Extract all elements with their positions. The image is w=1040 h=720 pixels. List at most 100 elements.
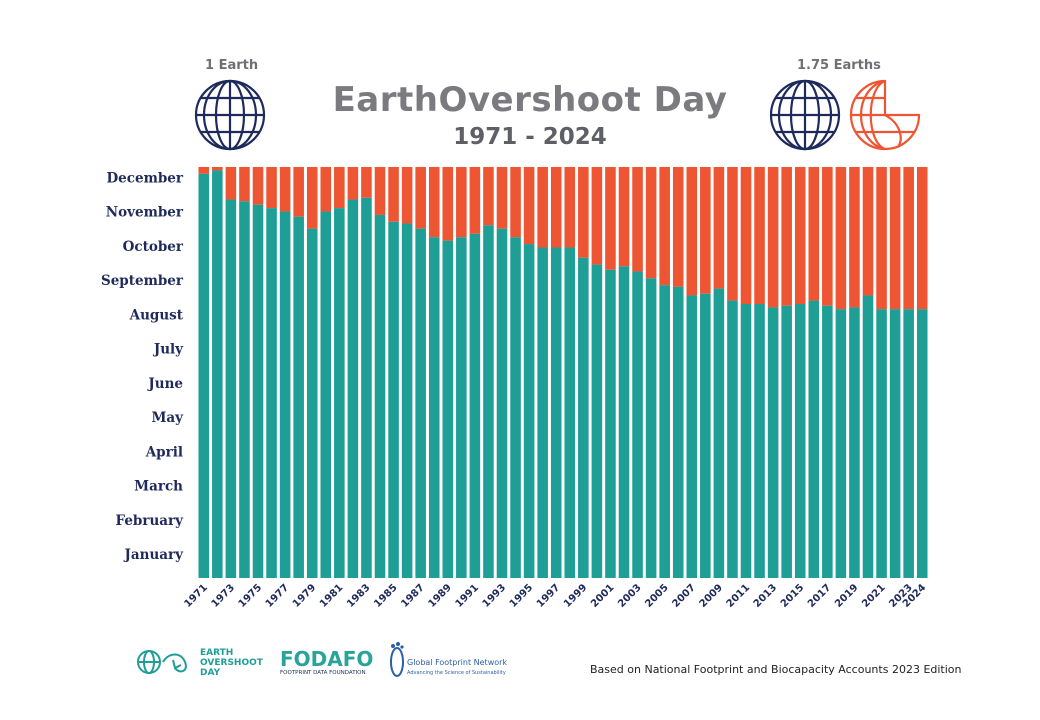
footprint-logo <box>390 642 404 677</box>
x-tick-1979: 1979 <box>291 582 318 609</box>
overshoot-bar-2016 <box>808 167 820 301</box>
y-tick-february: February <box>115 513 184 529</box>
budget-bar-1993 <box>496 228 508 578</box>
overshoot-bar-2018 <box>835 167 847 310</box>
y-tick-july: July <box>153 342 184 358</box>
y-tick-january: January <box>124 547 185 563</box>
overshoot-bar-1978 <box>293 167 304 217</box>
x-tick-1995: 1995 <box>508 582 535 609</box>
chart-title: EarthOvershoot Day <box>332 80 728 120</box>
budget-bar-1994 <box>510 237 521 578</box>
overshoot-bar-1981 <box>334 167 345 209</box>
overshoot-bar-2011 <box>740 167 752 304</box>
overshoot-bar-2005 <box>659 167 670 286</box>
budget-bar-2016 <box>808 300 820 578</box>
budget-bar-1974 <box>239 201 250 578</box>
overshoot-bar-2008 <box>700 167 711 294</box>
budget-bar-2011 <box>740 304 752 578</box>
y-tick-june: June <box>147 376 183 392</box>
x-tick-2021: 2021 <box>860 582 887 609</box>
budget-bar-1980 <box>320 211 332 578</box>
x-tick-2005: 2005 <box>643 582 670 609</box>
budget-bar-1983 <box>361 197 372 578</box>
x-tick-2013: 2013 <box>752 582 779 609</box>
budget-bar-1973 <box>225 199 237 578</box>
x-tick-2015: 2015 <box>779 582 806 609</box>
budget-bar-1977 <box>279 211 291 578</box>
x-tick-1993: 1993 <box>481 582 508 609</box>
overshoot-bar-1977 <box>279 167 291 212</box>
budget-bar-2013 <box>767 307 779 578</box>
overshoot-bar-2002 <box>618 167 630 267</box>
chart-subtitle: 1971 - 2024 <box>453 124 607 150</box>
overshoot-bar-2000 <box>591 167 603 265</box>
overshoot-bar-1982 <box>347 167 359 200</box>
budget-bar-1990 <box>456 237 467 578</box>
overshoot-bar-2013 <box>767 167 779 308</box>
y-tick-august: August <box>129 307 184 323</box>
overshoot-bar-2017 <box>822 167 833 306</box>
overshoot-bar-1986 <box>401 167 413 224</box>
overshoot-bar-1992 <box>483 167 494 226</box>
budget-bar-2020 <box>862 295 874 578</box>
budget-bar-1987 <box>415 228 426 578</box>
overshoot-bar-1997 <box>550 167 562 248</box>
overshoot-bar-2012 <box>754 167 765 304</box>
overshoot-bar-1973 <box>225 167 237 200</box>
budget-bar-1979 <box>306 228 318 578</box>
fodafo-tagline: FOOTPRINT DATA FOUNDATION <box>280 670 366 676</box>
budget-bar-2006 <box>672 286 684 578</box>
budget-bar-2021 <box>876 309 887 578</box>
overshoot-bar-1976 <box>266 167 277 209</box>
y-tick-september: September <box>101 273 184 289</box>
x-tick-1975: 1975 <box>237 582 264 609</box>
budget-bar-1978 <box>293 216 304 578</box>
overshoot-bar-1985 <box>388 167 399 222</box>
budget-bar-1996 <box>537 247 548 579</box>
overshoot-bar-1974 <box>239 167 250 202</box>
overshoot-bar-2023 <box>903 167 914 310</box>
budget-bar-1997 <box>550 247 562 579</box>
budget-bar-1972 <box>212 170 223 579</box>
earths-label: 1.75 Earths <box>797 58 881 73</box>
budget-bar-2019 <box>849 307 860 578</box>
overshoot-bar-2010 <box>727 167 738 301</box>
budget-bar-1976 <box>266 208 277 578</box>
overshoot-bar-1975 <box>252 167 264 205</box>
x-tick-2019: 2019 <box>833 582 860 609</box>
x-tick-1999: 1999 <box>562 582 589 609</box>
budget-bar-1981 <box>334 208 345 578</box>
budget-bar-1989 <box>442 240 454 578</box>
y-tick-march: March <box>134 479 183 495</box>
overshoot-bar-1998 <box>564 167 576 248</box>
overshoot-bar-1984 <box>374 167 386 215</box>
overshoot-bar-2021 <box>876 167 887 310</box>
overshoot-bar-1979 <box>306 167 318 229</box>
x-tick-1985: 1985 <box>372 582 399 609</box>
budget-bar-1971 <box>198 173 210 578</box>
budget-bar-2009 <box>713 288 725 578</box>
budget-bar-1999 <box>578 257 589 578</box>
budget-bar-1988 <box>428 237 440 578</box>
overshoot-bar-1988 <box>428 167 440 238</box>
overshoot-bar-2020 <box>862 167 874 296</box>
overshoot-bar-1983 <box>361 167 372 198</box>
y-tick-november: November <box>106 205 184 221</box>
budget-bar-2015 <box>794 304 806 578</box>
budget-bar-1975 <box>252 204 264 579</box>
source-note: Based on National Footprint and Biocapac… <box>590 663 962 676</box>
y-tick-october: October <box>123 239 184 255</box>
budget-bar-2010 <box>727 300 738 578</box>
x-tick-1989: 1989 <box>426 582 453 609</box>
x-tick-2011: 2011 <box>725 582 752 609</box>
overshoot-bar-1995 <box>523 167 535 245</box>
x-tick-2003: 2003 <box>616 582 643 609</box>
overshoot-bar-2007 <box>686 167 698 296</box>
globe-icon <box>769 79 841 151</box>
budget-bar-2007 <box>686 295 698 578</box>
overshoot-bar-2003 <box>632 167 643 272</box>
budget-bar-2017 <box>822 305 833 578</box>
x-tick-2009: 2009 <box>698 582 725 609</box>
budget-bar-1986 <box>401 223 413 578</box>
